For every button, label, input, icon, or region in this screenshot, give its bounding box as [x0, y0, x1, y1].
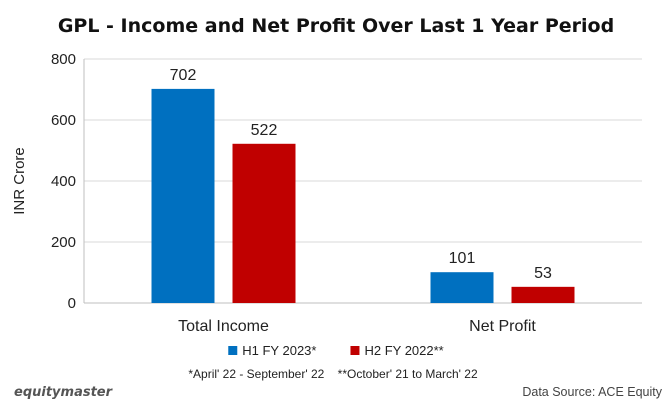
bar: [511, 286, 575, 303]
data-label: 702: [170, 67, 197, 84]
value-labels: 702 522 101 53: [170, 67, 552, 282]
chart-title: GPL - Income and Net Profit Over Last 1 …: [58, 15, 614, 37]
legend-swatch: [350, 346, 360, 355]
footnote: *April' 22 - September' 22 **October' 21…: [188, 367, 478, 381]
y-tick-label: 400: [51, 173, 76, 190]
bars: [151, 88, 575, 303]
legend-swatch: [228, 346, 238, 355]
data-source: Data Source: ACE Equity: [522, 385, 662, 399]
legend-item: H1 FY 2023*: [228, 343, 316, 358]
y-axis-label: INR Crore: [11, 147, 28, 215]
bar: [430, 272, 494, 303]
bar: [151, 88, 215, 303]
category-label: Total Income: [178, 318, 269, 335]
y-tick-label: 200: [51, 234, 76, 251]
legend: H1 FY 2023* H2 FY 2022**: [228, 343, 444, 358]
y-tick-label: 800: [51, 51, 76, 68]
y-tick-label: 600: [51, 112, 76, 129]
brand-logo: equitymaster: [14, 385, 114, 400]
legend-label: H2 FY 2022**: [364, 343, 443, 358]
category-label: Net Profit: [469, 318, 536, 335]
y-axis-ticks: 0 200 400 600 800: [51, 51, 76, 312]
category-labels: Total Income Net Profit: [178, 318, 536, 335]
legend-item: H2 FY 2022**: [350, 343, 444, 358]
legend-label: H1 FY 2023*: [242, 343, 316, 358]
bar: [232, 143, 296, 303]
y-tick-label: 0: [68, 295, 76, 312]
data-label: 522: [251, 122, 278, 139]
data-label: 101: [449, 250, 476, 267]
data-label: 53: [534, 265, 552, 282]
